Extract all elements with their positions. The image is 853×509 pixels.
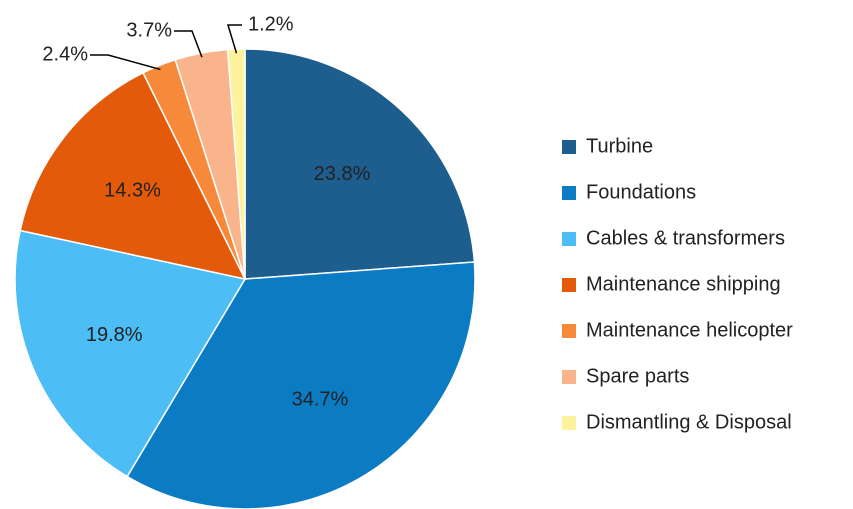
data-label: 3.7%: [126, 19, 172, 41]
leader-line: [90, 54, 161, 71]
legend-label: Maintenance shipping: [586, 273, 781, 295]
legend-swatch: [562, 370, 576, 384]
pie-slice: [226, 48, 246, 280]
legend-swatch: [562, 278, 576, 292]
legend-label: Turbine: [586, 135, 653, 157]
pie-slice: [126, 261, 476, 509]
legend-label: Maintenance helicopter: [586, 319, 793, 341]
legend-swatch: [562, 140, 576, 154]
pie-slice: [19, 71, 247, 281]
data-label: 19.8%: [86, 324, 143, 346]
pie-slice: [14, 229, 247, 478]
data-label: 23.8%: [314, 163, 371, 185]
legend-label: Dismantling & Disposal: [586, 411, 792, 433]
legend-swatch: [562, 324, 576, 338]
legend-swatch: [562, 232, 576, 246]
legend-swatch: [562, 186, 576, 200]
legend-label: Foundations: [586, 181, 696, 203]
data-label: 1.2%: [248, 13, 294, 35]
legend-label: Spare parts: [586, 365, 689, 387]
data-label: 2.4%: [42, 43, 88, 65]
data-label: 14.3%: [104, 180, 161, 202]
legend-swatch: [562, 416, 576, 430]
leader-line: [174, 30, 203, 58]
legend-label: Cables & transformers: [586, 227, 785, 249]
data-label: 34.7%: [292, 389, 349, 411]
leader-line: [226, 24, 242, 54]
pie-slice: [244, 48, 476, 280]
